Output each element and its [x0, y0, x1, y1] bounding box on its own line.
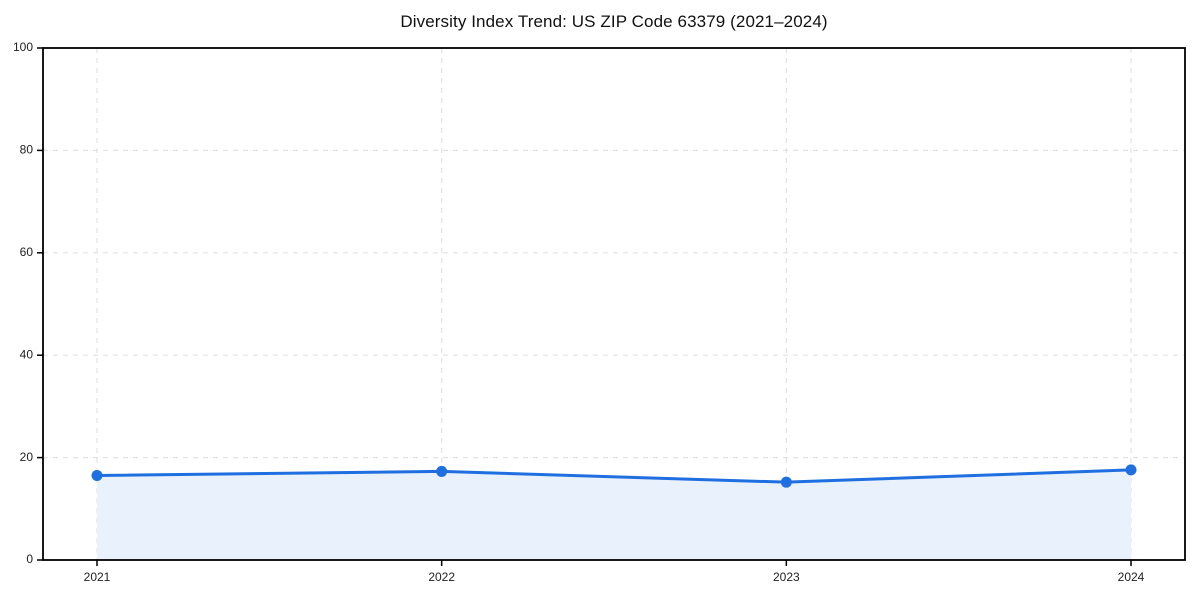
y-tick-label: 40	[20, 347, 34, 361]
x-tick-label: 2023	[773, 570, 800, 584]
trend-line	[95, 468, 1133, 484]
x-tick-label: 2022	[428, 570, 455, 584]
data-point-marker	[436, 465, 448, 477]
y-tick-label: 100	[13, 40, 33, 54]
data-point-marker	[1125, 464, 1137, 476]
y-tick-label: 20	[20, 450, 34, 464]
y-tick-label: 80	[20, 143, 34, 157]
axes-frame	[42, 47, 1186, 561]
x-tick-label: 2024	[1118, 570, 1145, 584]
data-point-marker	[91, 470, 103, 482]
y-tick-label: 0	[26, 552, 33, 566]
data-point-marker	[780, 476, 792, 488]
x-tick-label: 2021	[84, 570, 111, 584]
y-tick-label: 60	[20, 245, 34, 259]
area-fill	[97, 469, 1131, 560]
chart-title: Diversity Index Trend: US ZIP Code 63379…	[400, 12, 828, 31]
